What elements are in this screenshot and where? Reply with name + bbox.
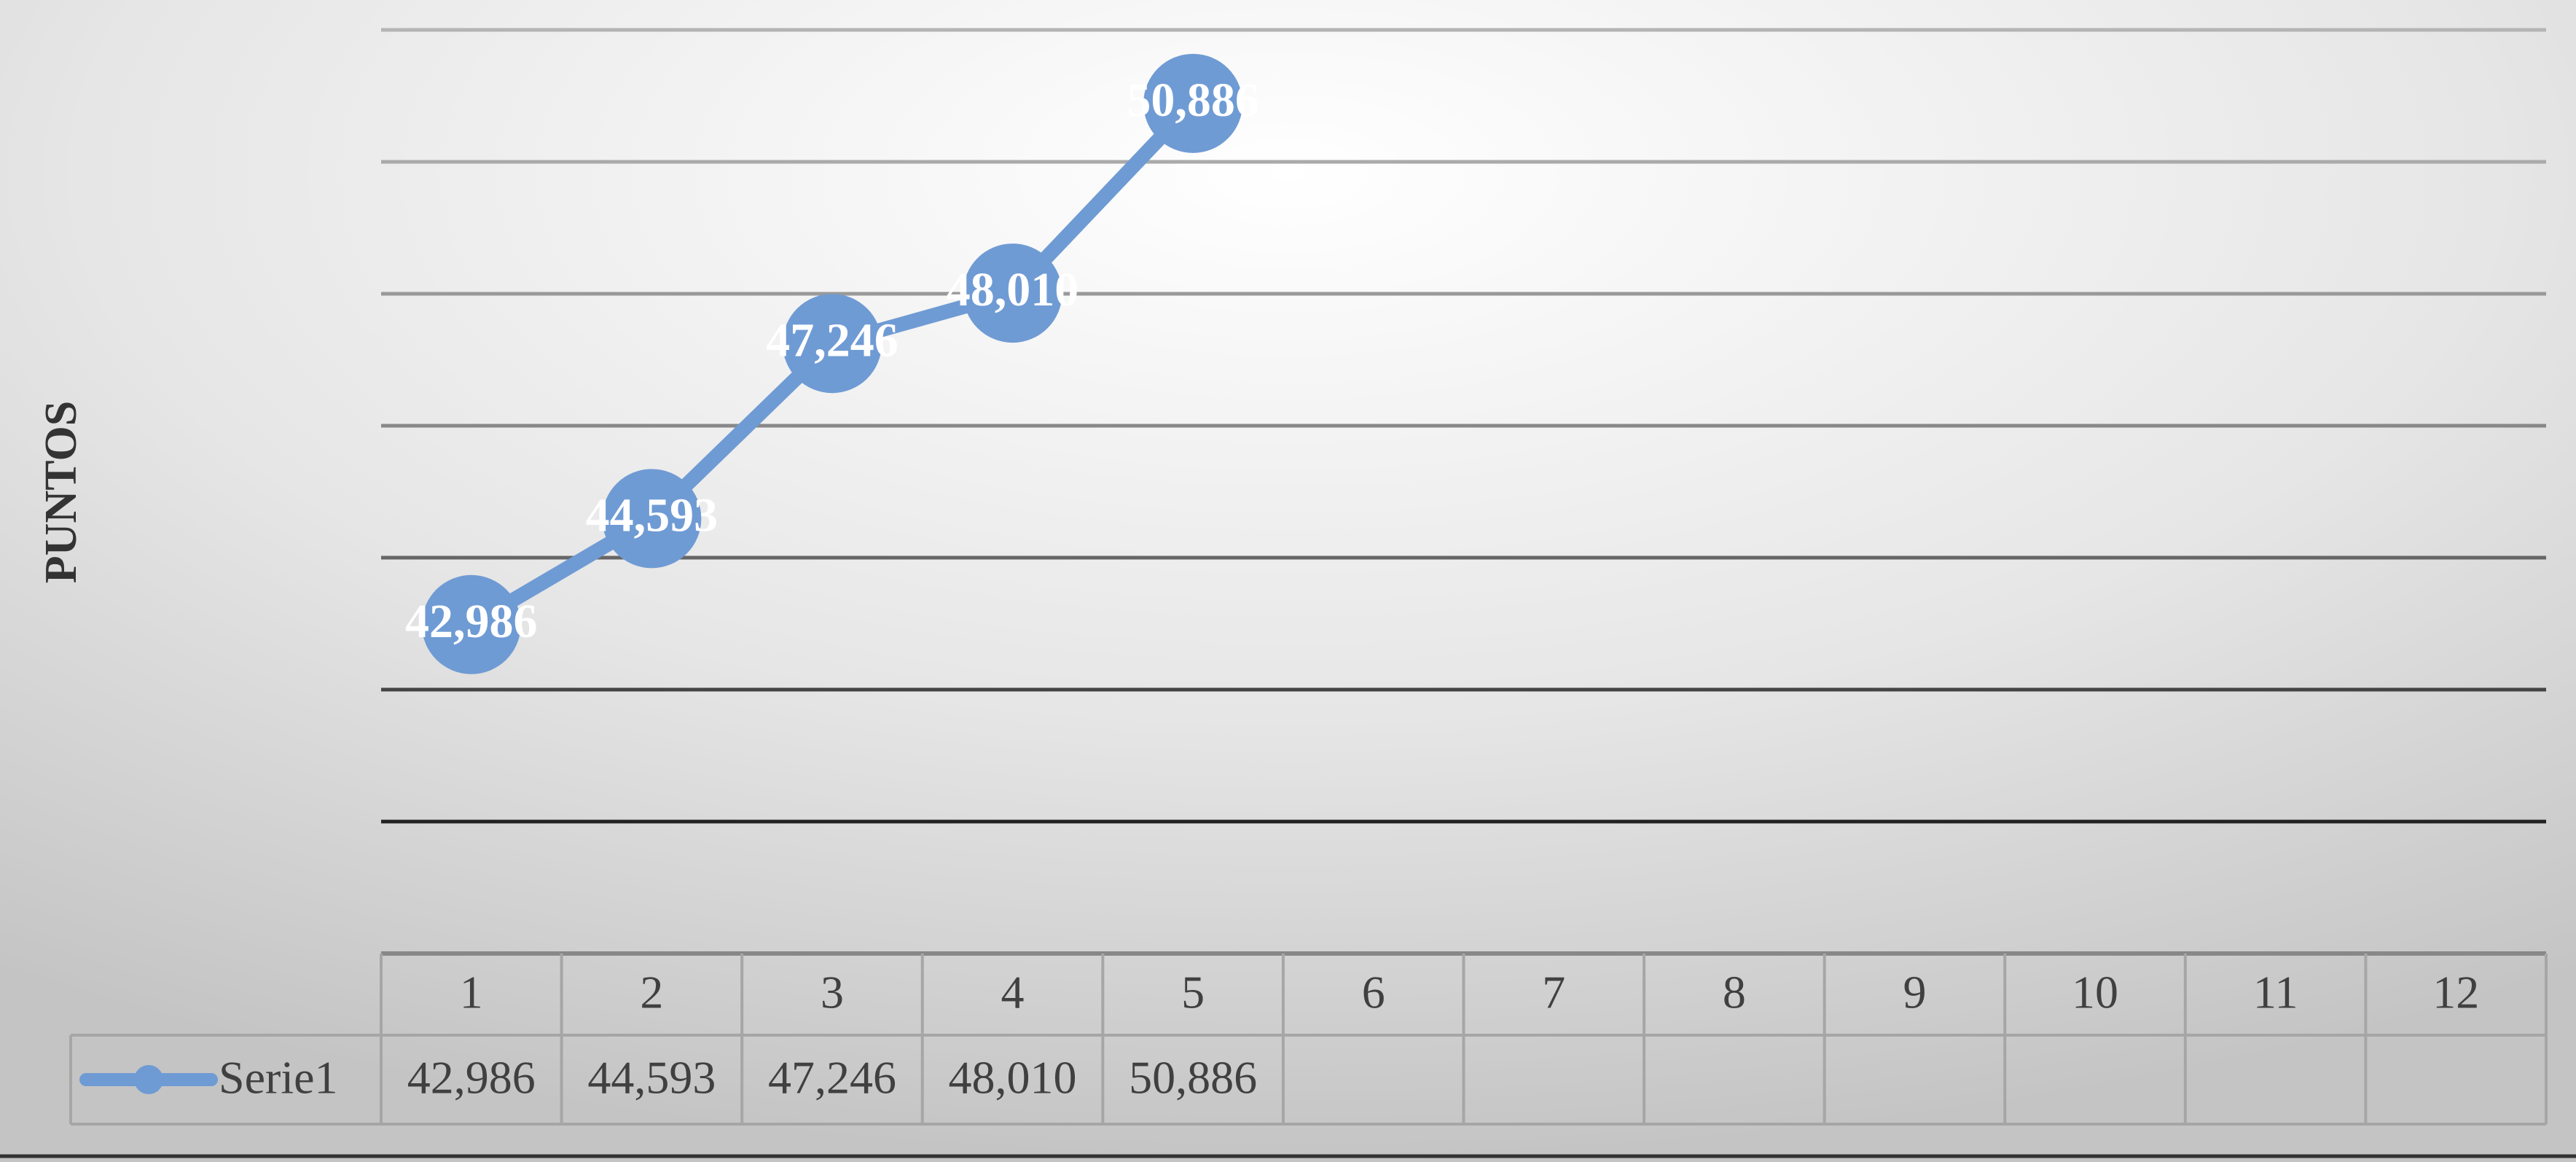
x-tick-label: 12 bbox=[2432, 967, 2479, 1018]
table-value: 48,010 bbox=[949, 1052, 1077, 1104]
data-label: 50,886 bbox=[1127, 74, 1259, 127]
marker bbox=[421, 574, 521, 674]
table-value: 47,246 bbox=[768, 1052, 896, 1104]
x-tick-label: 11 bbox=[2253, 967, 2298, 1018]
x-tick-label: 10 bbox=[2072, 967, 2118, 1018]
x-tick-label: 2 bbox=[640, 967, 663, 1018]
x-tick-label: 9 bbox=[1903, 967, 1926, 1018]
x-tick-label: 4 bbox=[1001, 967, 1025, 1018]
marker bbox=[602, 469, 702, 569]
data-label: 47,246 bbox=[766, 313, 899, 367]
marker bbox=[1143, 53, 1243, 153]
data-label: 48,010 bbox=[947, 263, 1079, 316]
x-tick-label: 6 bbox=[1362, 967, 1385, 1018]
data-label: 44,593 bbox=[586, 488, 719, 542]
table-value: 50,886 bbox=[1129, 1052, 1257, 1104]
table-value: 42,986 bbox=[407, 1052, 536, 1104]
x-tick-label: 5 bbox=[1181, 967, 1205, 1018]
x-tick-label: 1 bbox=[460, 967, 483, 1018]
legend-label: Serie1 bbox=[219, 1052, 338, 1104]
legend-marker bbox=[134, 1065, 163, 1094]
marker bbox=[963, 243, 1062, 343]
data-label: 42,986 bbox=[405, 595, 538, 648]
x-tick-label: 7 bbox=[1542, 967, 1565, 1018]
y-axis-title: PUNTOS bbox=[36, 401, 86, 583]
x-tick-label: 3 bbox=[821, 967, 844, 1018]
marker bbox=[782, 294, 882, 394]
table-value: 44,593 bbox=[587, 1052, 716, 1104]
x-tick-label: 8 bbox=[1723, 967, 1746, 1018]
